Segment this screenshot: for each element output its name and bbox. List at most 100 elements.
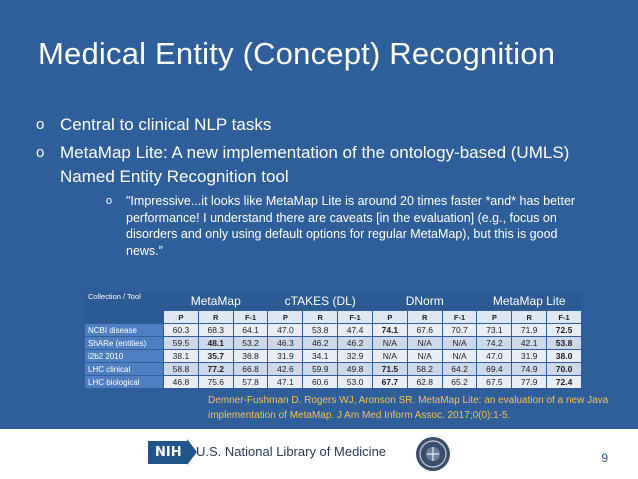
metric-header: P (477, 311, 512, 323)
table-cell: 47.4 (338, 324, 372, 336)
table-row: NCBI disease 60.3 68.3 64.1 47.0 53.8 47.4 74.1… (85, 324, 581, 336)
tool-header: DNorm (372, 292, 477, 310)
table-cell: 48.1 (198, 337, 233, 349)
table-cell: 70.0 (547, 363, 581, 375)
table-cell: 53.0 (338, 376, 372, 388)
bullet-mark: o (36, 116, 45, 133)
table-cell: 65.2 (442, 376, 477, 388)
metric-header: F-1 (338, 311, 372, 323)
row-label: ShARe (entities) (85, 337, 163, 349)
table-cell: 46.2 (338, 337, 372, 349)
slide-title: Medical Entity (Concept) Recognition (38, 36, 556, 71)
metric-header: F-1 (233, 311, 268, 323)
nlm-name: U.S. National Library of Medicine (196, 444, 387, 459)
table-cell: 47.1 (268, 376, 303, 388)
metric-header: R (407, 311, 442, 323)
table-cell: 58.2 (407, 363, 442, 375)
table-corner-label: Collection / Tool (85, 292, 163, 323)
metric-header: P (372, 311, 407, 323)
table-cell: 53.8 (547, 337, 581, 349)
table-cell: 38.0 (547, 350, 581, 362)
table-cell: 74.9 (512, 363, 547, 375)
footer-bar: NIH U.S. National Library of Medicine 9 (0, 429, 638, 479)
table-cell: 49.8 (338, 363, 372, 375)
tool-header: MetaMap Lite (477, 292, 581, 310)
page-number: 9 (601, 451, 608, 465)
results-table: Collection / Tool MetaMap cTAKES (DL) DN… (84, 291, 582, 389)
bullet-list: o Central to clinical NLP tasks o MetaMa… (36, 113, 626, 259)
table-cell: 72.5 (547, 324, 581, 336)
table-cell: 32.9 (338, 350, 372, 362)
table-cell: 35.7 (198, 350, 233, 362)
table-cell: 60.3 (164, 324, 198, 336)
row-label: LHC clinical (85, 363, 163, 375)
table-cell: 53.2 (233, 337, 268, 349)
table-cell: 42.1 (512, 337, 547, 349)
metric-header: R (512, 311, 547, 323)
metric-header: F-1 (547, 311, 581, 323)
table-cell: 67.7 (372, 376, 407, 388)
table-cell: 71.9 (512, 324, 547, 336)
table-cell: 47.0 (477, 350, 512, 362)
bullet-mark: o (36, 144, 45, 161)
table-row: LHC biological 46.8 75.6 57.8 47.1 60.6 53.0 67… (85, 376, 581, 388)
tool-header: cTAKES (DL) (268, 292, 372, 310)
table-cell: N/A (372, 350, 407, 362)
bullet-item: o MetaMap Lite: A new implementation of … (36, 141, 626, 189)
table-cell: 60.6 (303, 376, 338, 388)
table-cell: N/A (372, 337, 407, 349)
table-row: ShARe (entities) 59.5 48.1 53.2 46.3 46.2 46.2… (85, 337, 581, 349)
table-row: LHC clinical 58.8 77.2 66.8 42.6 59.9 49.8 71.5… (85, 363, 581, 375)
table-cell: 46.2 (303, 337, 338, 349)
table-cell: N/A (442, 337, 477, 349)
table-cell: 73.1 (477, 324, 512, 336)
table-cell: 31.9 (268, 350, 303, 362)
metric-header: F-1 (442, 311, 477, 323)
table-cell: 46.3 (268, 337, 303, 349)
table-cell: 59.5 (164, 337, 198, 349)
table-row: i2b2 2010 38.1 35.7 36.8 31.9 34.1 32.9 N/A N/A N… (85, 350, 581, 362)
table-cell: 53.8 (303, 324, 338, 336)
nlm-seal-icon (414, 435, 452, 478)
bullet-mark: o (106, 195, 113, 207)
table-cell: N/A (407, 350, 442, 362)
table-cell: 47.0 (268, 324, 303, 336)
sub-bullet-item: o "Impressive...it looks like MetaMap Li… (106, 193, 586, 259)
table-cell: 64.1 (233, 324, 268, 336)
table-cell: 66.8 (233, 363, 268, 375)
metric-header: R (198, 311, 233, 323)
tool-header: MetaMap (164, 292, 268, 310)
nih-logo: NIH (148, 439, 197, 465)
table-cell: 58.8 (164, 363, 198, 375)
row-label: LHC biological (85, 376, 163, 388)
row-label: NCBI disease (85, 324, 163, 336)
bullet-item: o Central to clinical NLP tasks (36, 113, 626, 137)
table-cell: 68.3 (198, 324, 233, 336)
table-cell: 74.2 (477, 337, 512, 349)
table-cell: 46.8 (164, 376, 198, 388)
row-label: i2b2 2010 (85, 350, 163, 362)
table-cell: 67.5 (477, 376, 512, 388)
table-cell: 72.4 (547, 376, 581, 388)
metric-header: R (303, 311, 338, 323)
table-cell: 38.1 (164, 350, 198, 362)
table-cell: 64.2 (442, 363, 477, 375)
table-cell: 71.5 (372, 363, 407, 375)
metric-header: P (268, 311, 303, 323)
bullet-text: Central to clinical NLP tasks (60, 115, 272, 134)
table-cell: 69.4 (477, 363, 512, 375)
metric-header: P (164, 311, 198, 323)
table-cell: 31.9 (512, 350, 547, 362)
nih-logo-text: NIH (148, 440, 187, 464)
table-cell: 57.8 (233, 376, 268, 388)
table-cell: 34.1 (303, 350, 338, 362)
table-cell: N/A (442, 350, 477, 362)
nih-logo-arrow (186, 439, 197, 465)
table-cell: 36.8 (233, 350, 268, 362)
table-cell: 62.8 (407, 376, 442, 388)
bullet-text: MetaMap Lite: A new implementation of th… (60, 143, 570, 186)
table-cell: 75.6 (198, 376, 233, 388)
table-cell: 77.9 (512, 376, 547, 388)
citation: Demner-Fushman D. Rogers WJ, Aronson SR.… (208, 395, 609, 421)
table-cell: 59.9 (303, 363, 338, 375)
